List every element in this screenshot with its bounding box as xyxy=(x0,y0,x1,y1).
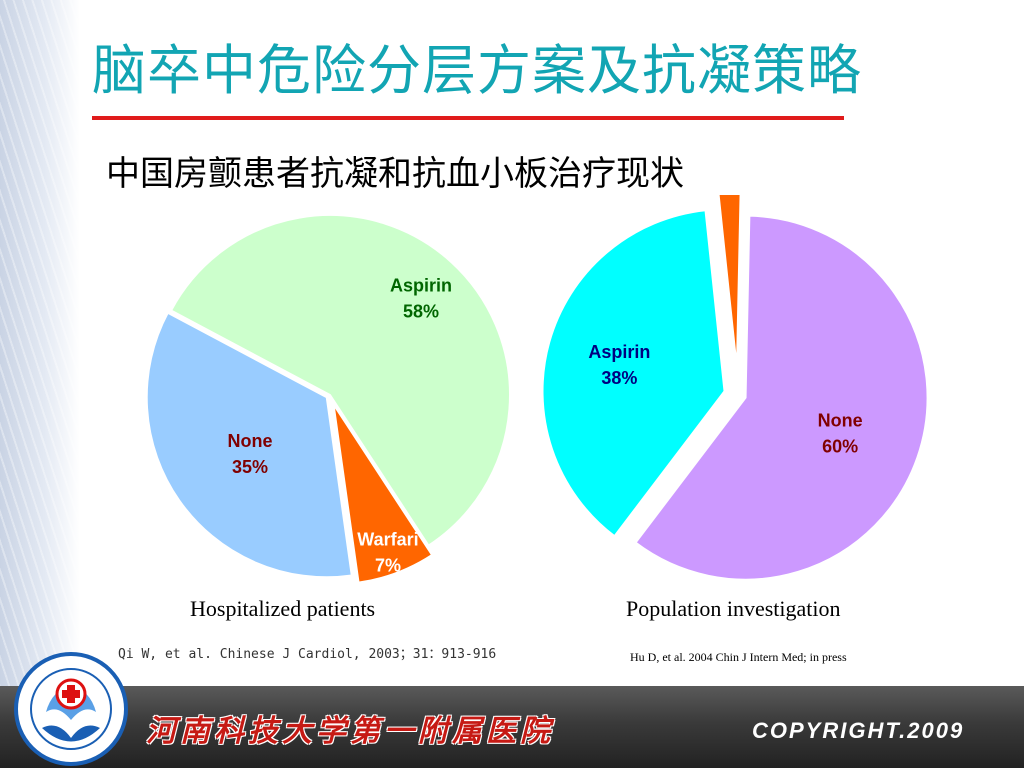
pie-label-none-1: None 60% xyxy=(818,411,863,457)
slide-title: 脑卒中危险分层方案及抗凝策略 xyxy=(92,39,862,102)
hospital-logo-icon xyxy=(14,652,128,766)
pie-charts: Aspirin 58% Warfari 7% None 35% None 60% Aspirin… xyxy=(145,195,929,584)
caption-hospitalized: Hospitalized patients xyxy=(190,596,376,621)
pie-label-aspirin-0: Aspirin 58% xyxy=(390,275,452,321)
pie-label-none-0: None 35% xyxy=(228,431,273,477)
pie-slice-warfari-0 xyxy=(332,403,434,584)
footer-institution: 河南科技大学第一附属医院 xyxy=(146,714,554,749)
title-underline xyxy=(92,116,844,120)
slide-subtitle: 中国房颤患者抗凝和抗血小板治疗现状 xyxy=(106,154,684,194)
pie-slice-none-0 xyxy=(145,311,353,579)
footer-bar xyxy=(0,686,1024,768)
footer-copyright: COPYRIGHT.2009 xyxy=(752,718,965,743)
pie-slice-aspirin-1 xyxy=(541,209,726,538)
decorative-side-strip xyxy=(0,0,80,690)
pie-slice-aspirin-0 xyxy=(169,214,511,548)
reference-hu: Hu D, et al. 2004 Chin J Intern Med; in … xyxy=(630,650,847,664)
reference-qi: Qi W, et al. Chinese J Cardiol, 2003；31：… xyxy=(118,647,497,662)
pie-slice-none-1 xyxy=(634,214,929,581)
pie-label-aspirin-1: Aspirin 38% xyxy=(588,342,650,388)
caption-population: Population investigation xyxy=(626,596,841,621)
pie-slice-other-1 xyxy=(717,195,742,370)
pie-label-warfari-0: Warfari 7% xyxy=(357,529,418,575)
